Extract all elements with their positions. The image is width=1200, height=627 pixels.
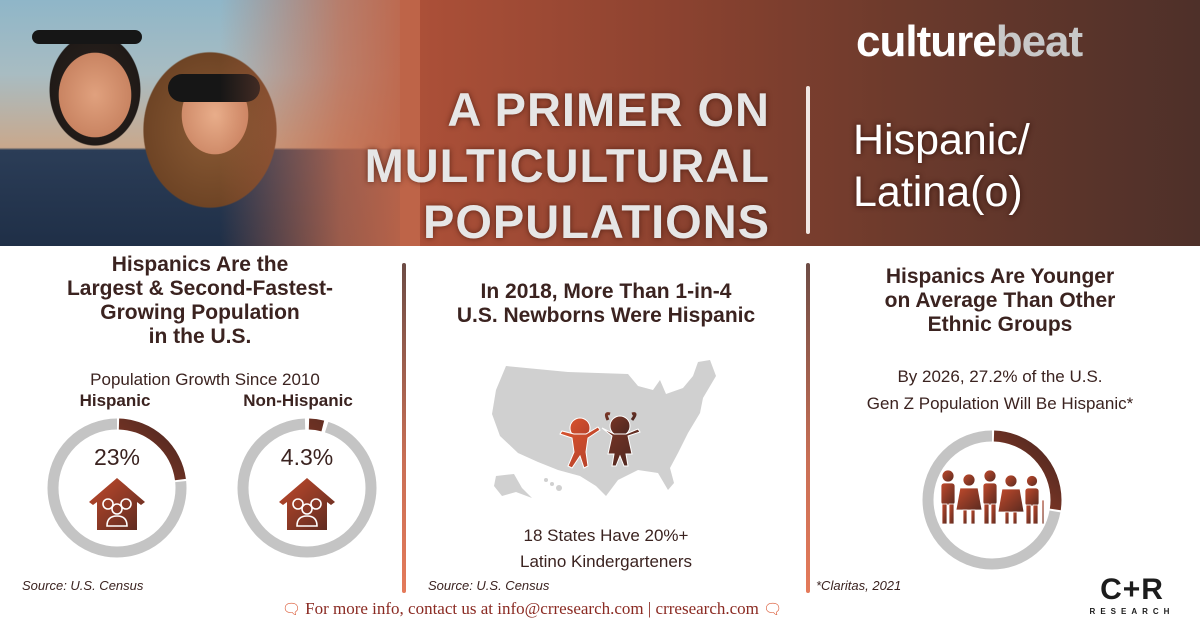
title-line: A PRIMER ON [447, 83, 770, 136]
heading-line: in the U.S. [148, 325, 252, 348]
kindergarteners-caption: 18 States Have 20%+ Latino Kindergartene… [410, 523, 802, 575]
header-banner: culturebeat A PRIMER ON MULTICULTURAL PO… [0, 0, 1200, 246]
heading-line: Largest & Second-Fastest- [66, 277, 334, 300]
column1-source: Source: U.S. Census [22, 578, 144, 593]
column1-heading: Hispanics Are the Largest & Second-Faste… [20, 253, 380, 349]
donut-ring [922, 430, 1062, 570]
column-divider [402, 263, 406, 593]
column-divider [806, 263, 810, 593]
subtitle-line: Hispanic/ [853, 116, 1030, 164]
main-title: A PRIMER ON MULTICULTURAL POPULATIONS [300, 82, 770, 246]
photo-gradient-overlay [220, 0, 420, 246]
non-hispanic-growth-donut: 4.3% [233, 414, 381, 562]
sunglasses-decoration [32, 30, 142, 44]
population-growth-subheading: Population Growth Since 2010 [90, 370, 320, 389]
house-family-icon [279, 478, 335, 530]
heading-line: U.S. Newborns Were Hispanic [456, 304, 756, 327]
title-line: POPULATIONS [423, 195, 770, 246]
culturebeat-logo: culturebeat [856, 16, 1083, 68]
logo-main: C+R [1100, 573, 1164, 606]
non-hispanic-growth-value: 4.3% [280, 444, 334, 470]
heading-line: In 2018, More Than 1-in-4 [480, 280, 732, 303]
speech-bubbles-icon: 🗨 [763, 602, 783, 618]
heading-line: Hispanics Are Younger [885, 265, 1115, 288]
stat-line: Gen Z Population Will Be Hispanic* [866, 394, 1134, 413]
column2-source: Source: U.S. Census [428, 578, 550, 593]
multigenerational-family-icon [940, 470, 1045, 525]
brand-part-beat: beat [995, 17, 1083, 66]
heading-line: Ethnic Groups [927, 313, 1073, 336]
non-hispanic-label: Non-Hispanic [243, 391, 353, 410]
title-line: MULTICULTURAL [364, 139, 770, 192]
cr-research-logo: C+R RESEARCH [1087, 573, 1177, 617]
hispanic-growth-donut: 23% [43, 414, 191, 562]
column3-heading: Hispanics Are Younger on Average Than Ot… [815, 265, 1185, 337]
column3-source: *Claritas, 2021 [816, 578, 902, 593]
contact-footer: 🗨 For more info, contact us at info@crre… [262, 599, 802, 619]
hispanic-label: Hispanic [79, 391, 151, 410]
caption-line: 18 States Have 20%+ [523, 526, 689, 545]
subtitle-line: Latina(o) [853, 168, 1023, 216]
title-divider [806, 86, 810, 234]
gen-z-stat: By 2026, 27.2% of the U.S. Gen Z Populat… [815, 363, 1185, 417]
speech-bubbles-icon: 🗨 [281, 602, 301, 618]
children-icon [559, 412, 641, 469]
house-family-icon [89, 478, 145, 530]
stat-line: By 2026, 27.2% of the U.S. [897, 367, 1103, 386]
gen-z-hispanic-donut [918, 426, 1066, 574]
donut-ring [237, 418, 377, 558]
heading-line: Growing Population [100, 301, 300, 324]
column2-heading: In 2018, More Than 1-in-4 U.S. Newborns … [410, 280, 802, 328]
heading-line: on Average Than Other [884, 289, 1116, 312]
caption-line: Latino Kindergarteners [519, 552, 692, 571]
contact-text[interactable]: For more info, contact us at info@crrese… [305, 599, 759, 618]
logo-sub: RESEARCH [1089, 607, 1175, 616]
donut-ring [47, 418, 187, 558]
subtitle: Hispanic/ Latina(o) [853, 114, 1030, 218]
hispanic-growth-value: 23% [93, 444, 141, 470]
heading-line: Hispanics Are the [111, 253, 289, 276]
us-map-icon [492, 360, 716, 498]
brand-part-culture: culture [856, 17, 997, 66]
